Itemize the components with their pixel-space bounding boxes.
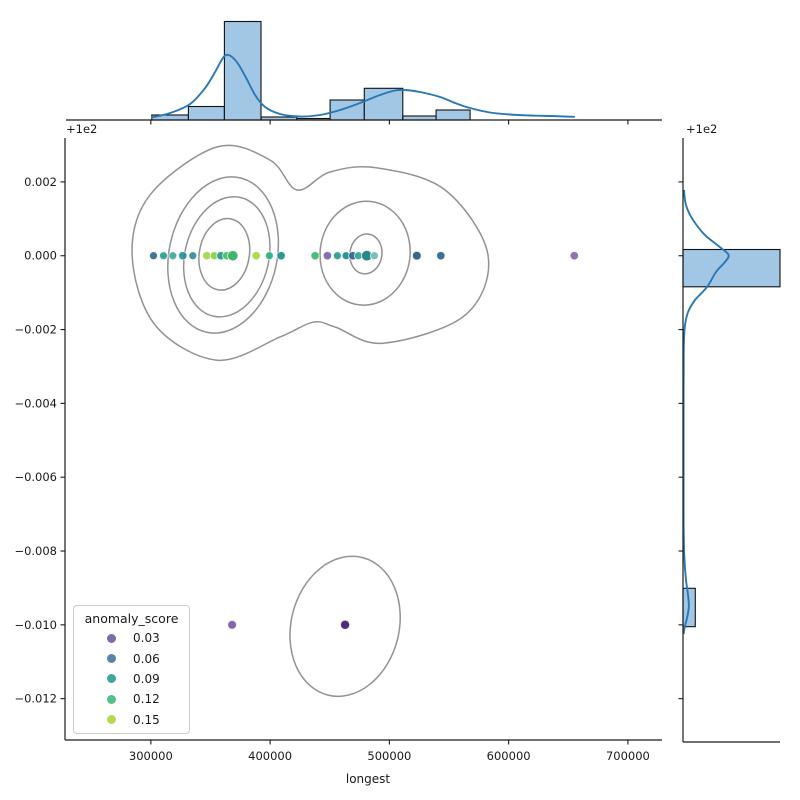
legend-marker-icon: [107, 633, 116, 643]
x-tick-label: 700000: [606, 749, 650, 763]
top-hist-bar: [187, 105, 225, 121]
scatter-point: [251, 251, 261, 261]
scatter-point: [436, 251, 446, 261]
legend-entry: 0.03: [74, 628, 189, 648]
legend: anomaly_score 0.03 0.06 0.09 0.12 0.15: [73, 605, 190, 734]
kde-contour-ellipse: [198, 217, 251, 291]
legend-title: anomaly_score: [84, 611, 179, 626]
right-hist-bar: [682, 248, 781, 288]
scatter-point: [227, 619, 237, 630]
scatter-point: [322, 251, 333, 261]
x-tick-label: 500000: [367, 749, 411, 763]
top-hist-bar: [435, 109, 471, 121]
scatter-point: [264, 251, 274, 261]
scatter-point: [332, 251, 342, 261]
y-tick-label: −0.006: [14, 470, 57, 484]
scatter-point: [202, 251, 212, 261]
scatter-point: [340, 619, 351, 630]
scatter-point: [369, 251, 379, 261]
y-tick-label: −0.004: [14, 396, 57, 410]
kde-contour-ellipse: [289, 555, 401, 698]
legend-entry-label: 0.06: [133, 651, 160, 666]
x-tick-label: 600000: [487, 749, 531, 763]
scatter-point: [227, 250, 239, 262]
scatter-point: [149, 251, 158, 261]
legend-entry: 0.06: [74, 648, 189, 668]
legend-entry: 0.09: [74, 669, 189, 689]
y-tick-label: 0.002: [24, 175, 57, 189]
y-tick-label: 0.000: [24, 249, 57, 263]
y-axis-offset-label: +1e2: [66, 122, 98, 136]
y-tick-label: −0.008: [14, 544, 57, 558]
scatter-point: [411, 250, 422, 261]
top-kde-curve: [150, 53, 575, 119]
scatter-point: [168, 251, 178, 261]
kde-contour-ellipse: [319, 200, 411, 306]
kde-contour-ellipse: [182, 195, 271, 318]
legend-entry: 0.12: [74, 689, 189, 709]
scatter-point: [310, 251, 320, 261]
scatter-point: [188, 251, 198, 261]
y-tick-label: −0.010: [14, 618, 57, 632]
kde-contour-outer: [131, 144, 490, 361]
y-tick-label: −0.002: [14, 323, 57, 337]
right-kde-curve: [682, 189, 730, 635]
kde-contour-ellipse: [349, 233, 383, 275]
y-tick-label: −0.012: [14, 692, 57, 706]
legend-marker-icon: [107, 674, 116, 684]
legend-marker-icon: [107, 694, 116, 704]
x-tick-label: 400000: [248, 749, 292, 763]
legend-entry: 0.15: [74, 710, 189, 730]
legend-entry-label: 0.03: [133, 631, 160, 646]
legend-entry-label: 0.09: [133, 671, 160, 686]
scatter-point: [178, 251, 188, 261]
legend-marker-icon: [107, 715, 116, 725]
scatter-point: [159, 251, 168, 261]
kde-contour-ellipse: [167, 176, 280, 334]
legend-entry-label: 0.15: [133, 712, 160, 727]
marginal-y-axis-offset-label: +1e2: [686, 122, 718, 136]
legend-entry-label: 0.12: [133, 692, 160, 707]
x-axis-label: longest: [345, 772, 391, 786]
scatter-point: [276, 251, 286, 261]
scatter-point: [569, 251, 579, 261]
x-tick-label: 300000: [129, 749, 173, 763]
legend-marker-icon: [107, 654, 116, 664]
